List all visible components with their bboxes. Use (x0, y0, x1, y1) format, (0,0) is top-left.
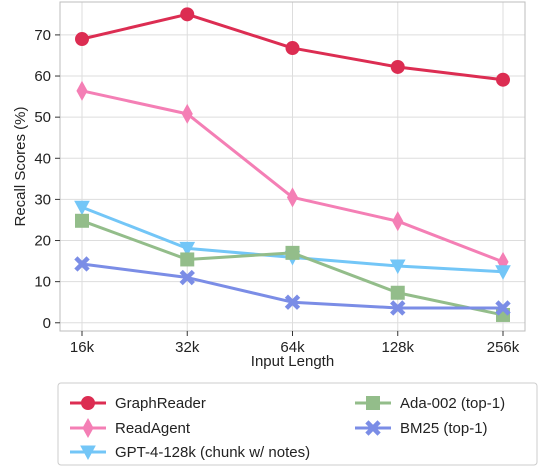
data-point (390, 285, 405, 300)
data-point (285, 41, 300, 56)
legend-label: GPT-4-128k (chunk w/ notes) (115, 444, 310, 461)
y-tick-label: 60 (34, 68, 51, 85)
legend-item-gpt-4-128k-chunk-w-notes: GPT-4-128k (chunk w/ notes) (70, 444, 310, 461)
y-axis-ticks: 0 10 20 30 40 50 60 70 (34, 27, 60, 332)
y-tick-label: 30 (34, 191, 51, 208)
data-point (285, 245, 300, 260)
data-point (496, 72, 510, 87)
series-layer (74, 7, 511, 322)
legend-marker (81, 396, 95, 410)
data-point (74, 200, 90, 216)
data-point (74, 256, 90, 272)
y-axis-title: Recall Scores (%) (12, 106, 29, 226)
legend-item-readagent: ReadAgent (70, 417, 191, 439)
data-point (76, 80, 88, 101)
y-tick-label: 70 (34, 27, 51, 44)
x-tick-label: 256k (487, 339, 520, 356)
x-axis-title: Input Length (251, 353, 334, 370)
y-tick-label: 10 (34, 274, 51, 291)
data-point (180, 7, 195, 22)
y-tick-label: 0 (43, 315, 51, 332)
y-tick-label: 20 (34, 233, 51, 250)
legend-box (57, 382, 538, 466)
data-point (495, 300, 511, 316)
legend: GraphReader ReadAgent GPT-4-128k (chunk w/… (70, 395, 505, 461)
legend-marker (80, 445, 96, 461)
data-point (181, 103, 193, 124)
series-graphreader (75, 7, 510, 87)
data-point (286, 187, 299, 208)
data-point (75, 32, 89, 47)
y-tick-label: 40 (34, 150, 51, 167)
legend-item-bm25-top-1: BM25 (top-1) (355, 420, 488, 437)
data-point (495, 265, 511, 280)
x-axis-ticks: 16k 32k 64k 128k 256k (70, 331, 520, 356)
data-point (179, 241, 196, 257)
data-point (180, 252, 195, 267)
legend-label: GraphReader (115, 395, 206, 412)
legend-label: ReadAgent (115, 420, 191, 437)
x-tick-label: 128k (381, 339, 414, 356)
legend-marker (365, 420, 381, 436)
data-point (390, 59, 405, 74)
legend-marker (82, 417, 94, 439)
data-point (390, 300, 406, 316)
legend-label: Ada-002 (top-1) (400, 395, 505, 412)
data-point (75, 213, 89, 228)
data-point (389, 259, 406, 275)
x-tick-label: 32k (175, 339, 200, 356)
legend-label: BM25 (top-1) (400, 420, 488, 437)
legend-item-graphreader: GraphReader (70, 395, 206, 412)
y-tick-label: 50 (34, 109, 51, 126)
data-point (284, 294, 301, 310)
legend-marker (366, 396, 380, 410)
series-bm25-top-1 (74, 256, 511, 316)
data-point (179, 269, 195, 286)
series-readagent (76, 80, 509, 272)
series-ada-002-top-1 (75, 213, 510, 322)
legend-item-ada-002-top-1: Ada-002 (top-1) (355, 395, 505, 412)
data-point (392, 211, 404, 232)
x-tick-label: 16k (70, 339, 95, 356)
x-tick-label: 64k (280, 339, 305, 356)
